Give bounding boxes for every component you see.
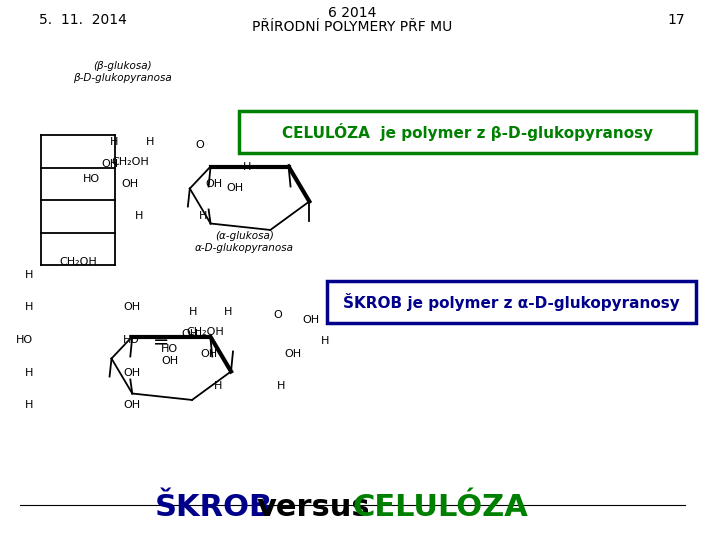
Text: HO: HO [83, 174, 100, 185]
Text: CH₂OH: CH₂OH [60, 257, 97, 267]
Text: OH: OH [206, 179, 222, 190]
Text: CELULÓZA  je polymer z β-D-glukopyranosy: CELULÓZA je polymer z β-D-glukopyranosy [282, 123, 653, 141]
Text: OH: OH [122, 179, 139, 190]
Text: H: H [25, 368, 33, 377]
Text: OH: OH [302, 314, 320, 325]
Text: O: O [129, 335, 138, 345]
Text: H: H [146, 137, 154, 146]
Text: O: O [274, 310, 282, 320]
Text: (β-glukosa): (β-glukosa) [93, 61, 152, 71]
Text: 17: 17 [667, 13, 685, 27]
Text: HO: HO [161, 345, 178, 354]
Text: OH: OH [123, 400, 140, 410]
Text: CELULÓZA: CELULÓZA [353, 494, 528, 523]
Text: H: H [321, 335, 330, 346]
Text: OH: OH [101, 159, 118, 170]
Text: HO: HO [16, 335, 33, 345]
Text: OH: OH [161, 356, 178, 367]
Text: OH: OH [284, 349, 301, 360]
Text: CH₂OH: CH₂OH [186, 327, 225, 336]
Text: 6 2014: 6 2014 [328, 6, 377, 20]
Text: β-D-glukopyranosa: β-D-glukopyranosa [73, 73, 171, 83]
Text: H: H [110, 137, 119, 146]
Text: OH: OH [123, 368, 140, 377]
Text: α-D-glukopyranosa: α-D-glukopyranosa [195, 243, 294, 253]
Text: OH: OH [200, 349, 217, 360]
Text: ŠKROB: ŠKROB [154, 494, 272, 523]
Text: CH₂OH: CH₂OH [112, 157, 149, 166]
FancyBboxPatch shape [239, 111, 696, 153]
Text: (α-glukosa): (α-glukosa) [215, 231, 274, 241]
Text: H: H [123, 335, 132, 345]
Text: ≡: ≡ [153, 330, 170, 349]
Text: OH: OH [226, 183, 243, 193]
Text: versus: versus [256, 494, 370, 523]
Text: H: H [277, 381, 286, 391]
Text: OH: OH [181, 329, 199, 340]
Text: H: H [135, 212, 143, 221]
FancyBboxPatch shape [327, 281, 696, 323]
Text: ŠKROB je polymer z α-D-glukopyranosy: ŠKROB je polymer z α-D-glukopyranosy [343, 293, 680, 311]
Text: H: H [243, 161, 251, 172]
Text: H: H [214, 381, 222, 391]
Text: OH: OH [123, 302, 140, 313]
Text: PŘÍRODNÍ POLYMERY PŘF MU: PŘÍRODNÍ POLYMERY PŘF MU [252, 20, 452, 34]
Text: H: H [199, 212, 207, 221]
Text: H: H [25, 302, 33, 313]
Text: 5.  11.  2014: 5. 11. 2014 [39, 13, 127, 27]
Text: O: O [196, 140, 204, 150]
Text: H: H [189, 307, 197, 316]
Text: H: H [25, 400, 33, 410]
Text: H: H [25, 270, 33, 280]
Text: H: H [224, 307, 233, 316]
